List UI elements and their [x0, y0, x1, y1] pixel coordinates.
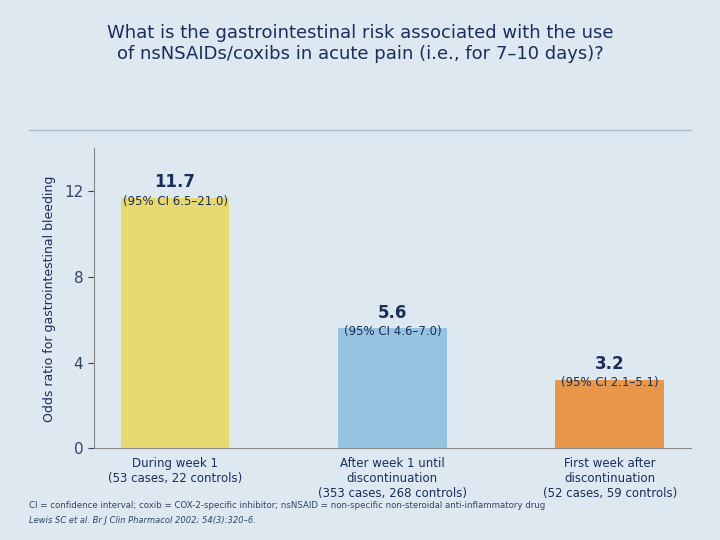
- Bar: [555, 380, 664, 448]
- Text: Lewis SC et al. Br J Clin Pharmacol 2002; 54(3):320–6.: Lewis SC et al. Br J Clin Pharmacol 2002…: [29, 516, 256, 525]
- Text: (95% CI 2.1–5.1): (95% CI 2.1–5.1): [561, 376, 659, 389]
- Text: What is the gastrointestinal risk associated with the use
of nsNSAIDs/coxibs in : What is the gastrointestinal risk associ…: [107, 24, 613, 63]
- Text: 11.7: 11.7: [155, 173, 196, 191]
- Bar: [338, 328, 446, 448]
- Text: 5.6: 5.6: [378, 304, 407, 322]
- Text: (95% CI 6.5–21.0): (95% CI 6.5–21.0): [122, 194, 228, 207]
- Text: (95% CI 4.6–7.0): (95% CI 4.6–7.0): [343, 325, 441, 338]
- Text: CI = confidence interval; coxib = COX-2-specific inhibitor; nsNSAID = non-specif: CI = confidence interval; coxib = COX-2-…: [29, 501, 545, 510]
- Y-axis label: Odds ratio for gastrointestinal bleeding: Odds ratio for gastrointestinal bleeding: [42, 175, 55, 422]
- Text: 3.2: 3.2: [595, 355, 624, 373]
- Bar: [121, 198, 230, 448]
